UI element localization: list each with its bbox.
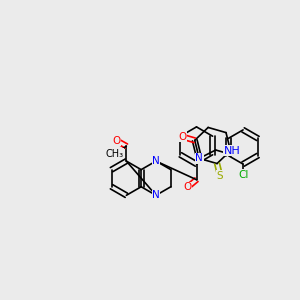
Text: Cl: Cl [238, 169, 248, 180]
Text: O: O [112, 136, 121, 146]
Text: NH: NH [224, 146, 240, 156]
Text: N: N [152, 156, 160, 166]
Text: N: N [152, 190, 160, 200]
Text: O: O [184, 182, 192, 192]
Text: CH₃: CH₃ [105, 148, 123, 159]
Text: O: O [178, 132, 187, 142]
Text: N: N [195, 153, 203, 164]
Text: S: S [217, 171, 224, 181]
